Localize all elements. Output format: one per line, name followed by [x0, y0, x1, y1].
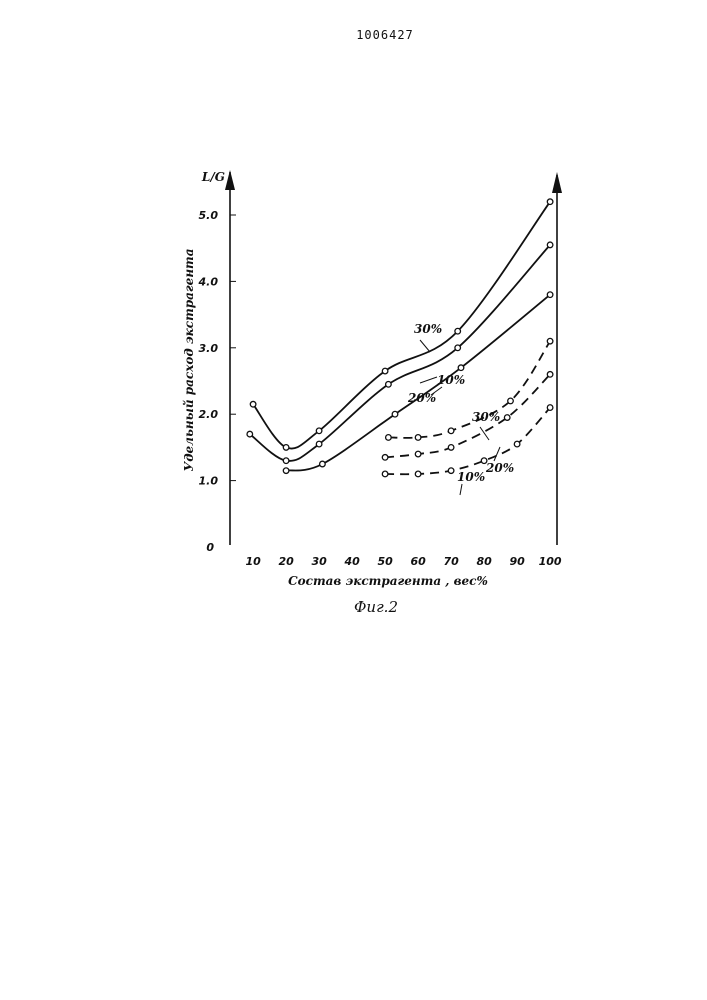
data-point [547, 292, 553, 298]
data-point [415, 451, 421, 457]
x-axis-title: Состав экстрагента , вес% [288, 574, 488, 588]
series-group [250, 202, 550, 475]
series-line-dashed-3 [388, 341, 550, 438]
data-point [415, 471, 421, 477]
data-point [316, 441, 322, 447]
x-tick-label: 10 [245, 555, 261, 568]
data-point [247, 431, 253, 437]
data-point [382, 471, 388, 477]
data-point [547, 338, 553, 344]
series-label-solid-20: 20% [407, 391, 436, 405]
series-line-dashed-5 [385, 408, 550, 475]
data-point [458, 365, 464, 371]
x-tick-label: 70 [443, 555, 459, 568]
data-point [448, 428, 454, 434]
data-point [455, 345, 461, 351]
data-point [455, 328, 461, 334]
data-point [382, 455, 388, 461]
x-tick-label: 30 [311, 555, 327, 568]
series-line-solid-0 [253, 202, 550, 449]
y-axis-arrow [225, 170, 235, 190]
series-leader-solid-10 [420, 377, 437, 383]
origin-label: 0 [206, 541, 214, 554]
series-line-dashed-4 [385, 374, 550, 457]
series-line-solid-1 [250, 245, 550, 461]
chart-axes [225, 170, 562, 545]
data-point [448, 468, 454, 474]
points-group [247, 199, 553, 477]
series-label-dashed-30: 30% [472, 410, 500, 424]
x-tick-label: 100 [539, 555, 562, 568]
series-label-solid-10: 10% [437, 373, 465, 387]
series-label-dashed-10: 10% [457, 470, 485, 484]
y-tick-label: 3.0 [199, 342, 219, 355]
data-point [386, 382, 392, 388]
data-point [320, 461, 326, 467]
data-point [415, 435, 421, 441]
x-tick-label: 90 [509, 555, 525, 568]
data-point [382, 368, 388, 374]
data-point [547, 199, 553, 205]
data-point [283, 468, 289, 474]
data-point [392, 411, 398, 417]
data-point [547, 372, 553, 378]
data-point [547, 405, 553, 411]
series-label-solid-30: 30% [414, 322, 442, 336]
x-tick-label: 50 [377, 555, 393, 568]
data-point [508, 398, 514, 404]
x-ticks: 10 20 30 40 50 60 70 80 90 100 [245, 555, 561, 568]
series-leader-dashed-10 [460, 484, 462, 495]
y-axis-unit-label: L/G [201, 170, 225, 184]
y-tick-label: 1.0 [199, 475, 219, 488]
x-tick-label: 80 [476, 555, 492, 568]
data-point [386, 435, 392, 441]
data-point [250, 401, 256, 407]
x-tick-label: 40 [343, 555, 360, 568]
series-label-dashed-20: 20% [485, 461, 514, 475]
x-tick-label: 60 [410, 555, 426, 568]
y-tick-label: 5.0 [199, 209, 219, 222]
data-point [504, 415, 510, 421]
data-point [547, 242, 553, 248]
data-point [448, 445, 454, 451]
x-tick-label: 20 [278, 555, 294, 568]
right-axis-arrow [552, 172, 562, 193]
y-tick-label: 4.0 [198, 275, 219, 288]
y-axis-title: Удельный расход экстрагента [182, 248, 196, 471]
series-leader-solid-30 [420, 340, 430, 352]
y-tick-label: 2.0 [199, 408, 219, 421]
data-point [283, 445, 289, 451]
series-leader-dashed-20 [494, 447, 500, 461]
data-point [316, 428, 322, 434]
figure-caption: Фиг.2 [354, 598, 398, 616]
data-point [283, 458, 289, 464]
data-point [514, 441, 520, 447]
